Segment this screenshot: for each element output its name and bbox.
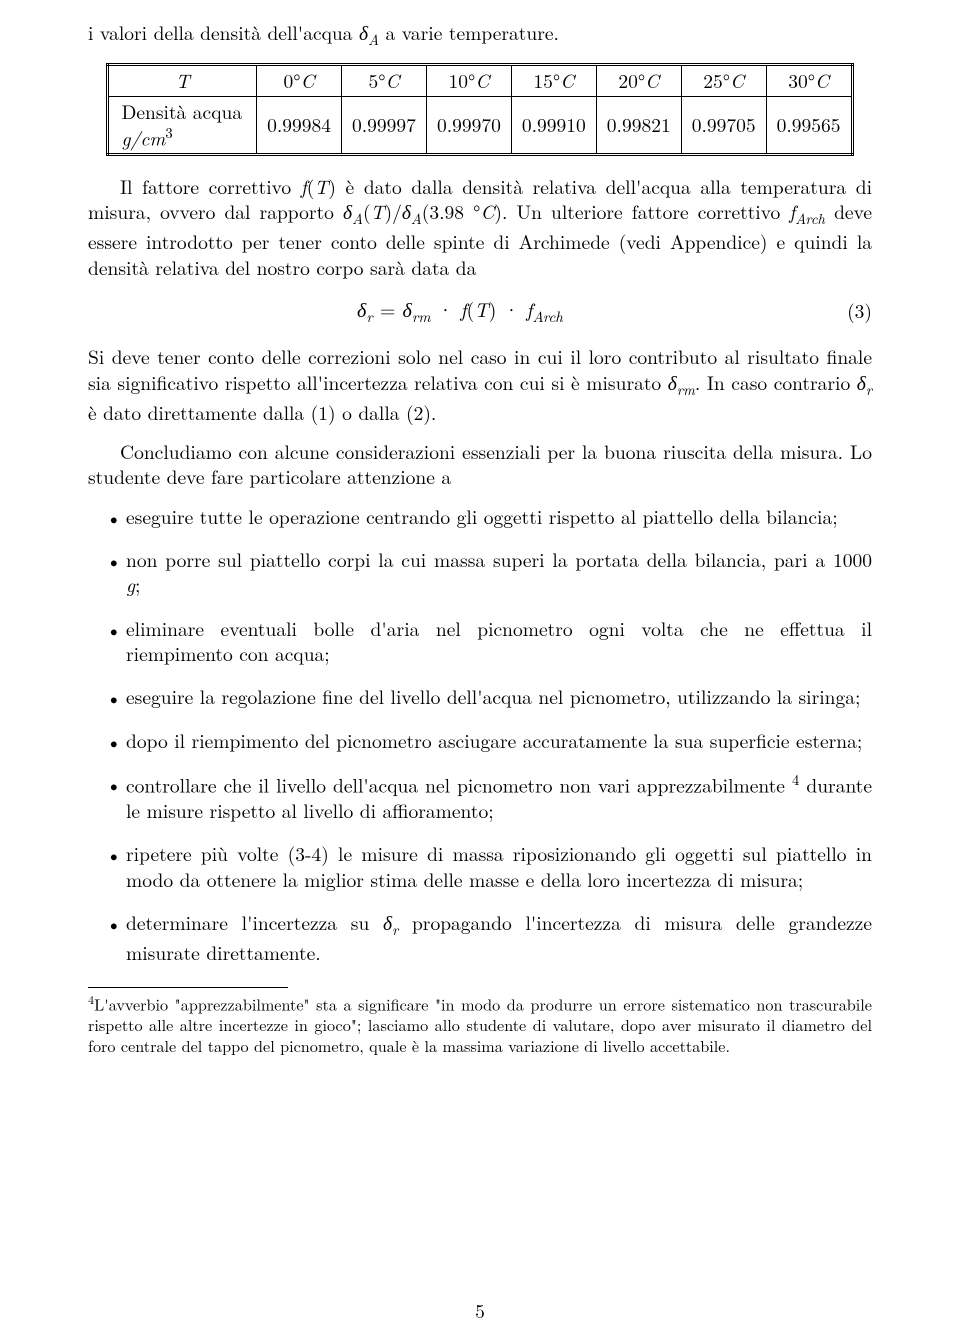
table-val-2: 0.99970 [426, 96, 511, 154]
table-val-6: 0.99565 [766, 96, 852, 154]
table-col-5: 25°C [681, 65, 766, 96]
table-col-0: 0°C [257, 65, 342, 96]
table-col-1: 5°C [342, 65, 427, 96]
footnote-4: 4L'avverbio "apprezzabilmente" sta a sig… [88, 992, 872, 1057]
page-number: 5 [0, 1298, 960, 1323]
equation-3: δr = δrm · f(T) · fArch (3) [88, 296, 872, 327]
paragraph-1: Il fattore correttivo f(T) è dato dalla … [88, 174, 872, 280]
table-col-2: 10°C [426, 65, 511, 96]
table-val-3: 0.99910 [511, 96, 596, 154]
intro-line: i valori della densità dell'acqua δA a v… [88, 20, 872, 50]
paragraph-3: Concludiamo con alcune considerazioni es… [88, 439, 872, 490]
bullet-item: eseguire tutte le operazione centrando g… [88, 504, 872, 529]
bullet-item: controllare che il livello dell'acqua ne… [88, 771, 872, 823]
bullet-item: eliminare eventuali bolle d'aria nel pic… [88, 616, 872, 667]
equation-number: (3) [832, 298, 872, 323]
paragraph-2: Si deve tener conto delle correzioni sol… [88, 344, 872, 425]
table-header-label: T [108, 65, 257, 96]
bullet-list: eseguire tutte le operazione centrando g… [88, 504, 872, 966]
bullet-item: dopo il riempimento del picnometro asciu… [88, 728, 872, 753]
bullet-item: non porre sul piattello corpi la cui mas… [88, 547, 872, 598]
bullet-item: eseguire la regolazione fine del livello… [88, 684, 872, 709]
table-val-4: 0.99821 [596, 96, 681, 154]
table-col-6: 30°C [766, 65, 852, 96]
equation-expr: δr = δrm · f(T) · fArch [88, 296, 832, 327]
density-table: T 0°C 5°C 10°C 15°C 20°C 25°C 30°C Densi… [106, 63, 853, 156]
footnote-text: L'avverbio "apprezzabilmente" sta a sign… [88, 993, 872, 1057]
table-col-4: 20°C [596, 65, 681, 96]
table-row-label: Densità acqua g/cm3 [108, 96, 257, 154]
bullet-item: determinare l'incertezza su δr propagand… [88, 910, 872, 965]
table-col-3: 15°C [511, 65, 596, 96]
table-val-5: 0.99705 [681, 96, 766, 154]
table-val-0: 0.99984 [257, 96, 342, 154]
table-val-1: 0.99997 [342, 96, 427, 154]
footnote-rule [88, 987, 288, 988]
bullet-item: ripetere più volte (3-4) le misure di ma… [88, 841, 872, 892]
